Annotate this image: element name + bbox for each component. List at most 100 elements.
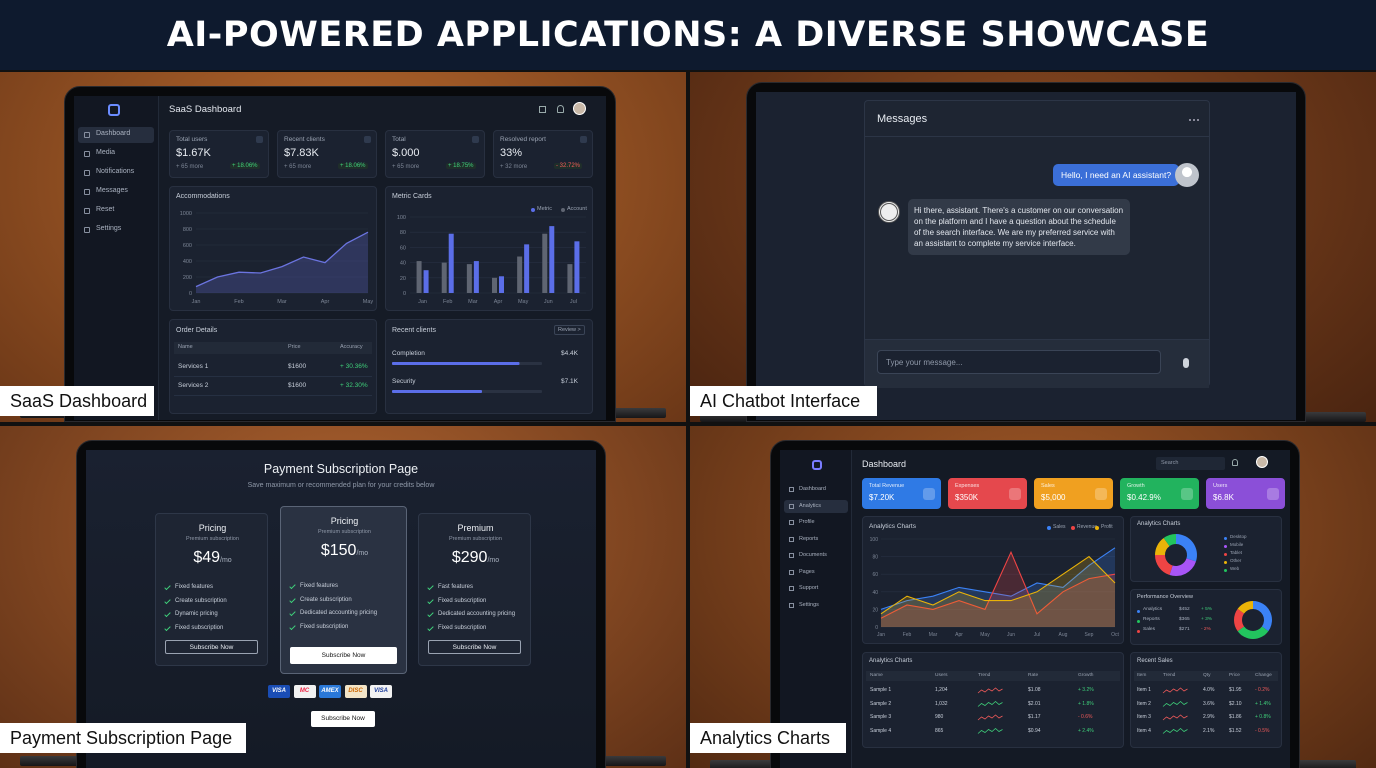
stat-card: Total users $1.67K + 65 more + 18.06% bbox=[169, 130, 269, 178]
plan-price-row: $150/mo bbox=[281, 542, 408, 560]
table-cell: Item 3 bbox=[1137, 714, 1151, 720]
nav-item: Support bbox=[799, 585, 819, 591]
check-icon bbox=[164, 624, 171, 631]
kpi-icon bbox=[1009, 488, 1021, 500]
stat-value: 33% bbox=[500, 147, 523, 159]
x-tick-label: May bbox=[980, 632, 990, 638]
nav-item: Media bbox=[96, 149, 116, 156]
plan-card: Premium Premium subscription $290/mo Fast f… bbox=[418, 513, 531, 666]
nav-icon bbox=[789, 569, 794, 575]
x-tick-label: Apr bbox=[494, 299, 503, 305]
x-tick-label: Aug bbox=[1059, 632, 1068, 638]
kpi-label: Users bbox=[1213, 483, 1228, 489]
plan-card: Pricing Premium subscription $150/mo Fixed … bbox=[280, 506, 407, 674]
row-cell: Sales bbox=[1143, 627, 1155, 632]
check-icon bbox=[164, 583, 171, 591]
stat-note: + 65 more bbox=[392, 164, 420, 170]
kpi-card: Total Revenue $7.20K bbox=[862, 478, 941, 509]
subscribe-button[interactable]: Subscribe Now bbox=[428, 640, 521, 654]
legend-label: Tablet bbox=[1230, 550, 1243, 555]
nav-item: Dashboard bbox=[96, 130, 131, 137]
legend-swatch bbox=[561, 208, 565, 212]
nav-item: Notifications bbox=[96, 168, 135, 175]
plan-feature: Fixed subscription bbox=[438, 597, 487, 604]
plan-name: Pricing bbox=[198, 523, 227, 533]
kpi-value: $5,000 bbox=[1041, 493, 1066, 502]
kpi-label: Growth bbox=[1127, 483, 1145, 489]
column-header: Name bbox=[870, 672, 883, 678]
client-value: $7.1K bbox=[561, 378, 578, 385]
nav-item: Dashboard bbox=[799, 486, 826, 492]
card-brand: VISA bbox=[370, 685, 392, 698]
table-cell: + 0.8% bbox=[1255, 714, 1271, 720]
donut-slice bbox=[1155, 555, 1173, 575]
chart-title: Performance Overview bbox=[1137, 594, 1193, 600]
plan-subtitle: Premium subscription bbox=[186, 536, 239, 542]
bar bbox=[423, 270, 429, 293]
card-brand: MC bbox=[293, 685, 316, 698]
table-cell: $1.52 bbox=[1229, 727, 1242, 734]
column-header: Price bbox=[288, 344, 301, 350]
kpi-icon bbox=[1181, 488, 1193, 500]
plan-price: $150 bbox=[320, 542, 357, 559]
table-cell: + 32.30% bbox=[340, 382, 368, 389]
table-card: Recent Sales Item Trend Qty Price Change Item … bbox=[1130, 652, 1282, 748]
clients-card: Recent clients Review > Completion $4.4K Sec… bbox=[385, 319, 593, 414]
table-cell: $1.95 bbox=[1229, 687, 1242, 693]
table-cell: 3.6% bbox=[1203, 700, 1215, 707]
table-cell: 980 bbox=[935, 714, 944, 720]
bell bbox=[1232, 459, 1238, 466]
plan-feature: Fixed features bbox=[175, 584, 214, 590]
table-cell: Item 2 bbox=[1137, 700, 1151, 707]
donut-slice bbox=[1253, 601, 1272, 632]
donut-slice bbox=[1237, 626, 1269, 639]
y-tick-label: 0 bbox=[875, 625, 878, 631]
icon bbox=[539, 106, 546, 113]
sparkline bbox=[1162, 687, 1188, 694]
check-icon bbox=[427, 610, 434, 618]
nav-icon bbox=[789, 487, 794, 492]
nav-item: Messages bbox=[96, 187, 128, 194]
bar bbox=[517, 256, 523, 293]
bar bbox=[441, 262, 447, 293]
x-tick-label: Feb bbox=[443, 299, 452, 305]
sparkline bbox=[1162, 727, 1188, 734]
nav-item: Settings bbox=[96, 225, 122, 232]
check-icon bbox=[164, 610, 171, 618]
x-tick-label: Mar bbox=[929, 632, 938, 638]
kpi-card: Expenses $350K bbox=[948, 478, 1027, 509]
user-message: Hello, I need an AI assistant? bbox=[1053, 164, 1180, 186]
check-icon bbox=[427, 624, 434, 631]
y-tick-label: 20 bbox=[872, 607, 878, 613]
plan-subtitle: Premium subscription bbox=[318, 529, 371, 535]
plan-feature: Create subscription bbox=[175, 597, 227, 604]
y-tick-label: 80 bbox=[400, 230, 406, 236]
column-header: Users bbox=[935, 672, 948, 678]
stat-value: $1.67K bbox=[176, 147, 211, 159]
chat-header: Messages bbox=[877, 113, 928, 125]
bar bbox=[549, 226, 555, 293]
stat-icon bbox=[580, 136, 587, 143]
column-header: Qty bbox=[1203, 672, 1211, 678]
table-cell: Sample 1 bbox=[870, 687, 892, 693]
table-cell: $1.08 bbox=[1028, 687, 1041, 693]
card-brand: AMEX bbox=[319, 685, 341, 698]
laptop-screen: Dashboard Media Notifications Messages Reset… bbox=[74, 96, 606, 420]
plan-unit: /mo bbox=[220, 557, 232, 564]
column-header: Growth bbox=[1078, 672, 1094, 678]
x-tick-label: Jan bbox=[877, 632, 885, 638]
subscribe-button[interactable]: Subscribe Now bbox=[165, 640, 258, 654]
chat-window: Messages Hello, I need an AI assistant? Hi… bbox=[864, 100, 1210, 388]
plan-feature: Fixed subscription bbox=[175, 624, 224, 631]
line-area bbox=[196, 232, 368, 293]
caption: SaaS Dashboard bbox=[0, 386, 154, 416]
nav-icon bbox=[84, 151, 90, 157]
y-tick-label: 200 bbox=[183, 275, 192, 281]
stat-delta: - 32.72% bbox=[554, 163, 583, 169]
table-cell: 1,032 bbox=[935, 700, 948, 707]
subscribe-button[interactable]: Subscribe Now bbox=[311, 711, 375, 727]
subscribe-button[interactable]: Subscribe Now bbox=[290, 647, 397, 664]
chat-header-bar bbox=[865, 101, 1209, 137]
page-heading: Payment Subscription Page bbox=[263, 462, 419, 476]
stat-card: Recent clients $7.83K + 65 more + 18.06% bbox=[277, 130, 377, 178]
